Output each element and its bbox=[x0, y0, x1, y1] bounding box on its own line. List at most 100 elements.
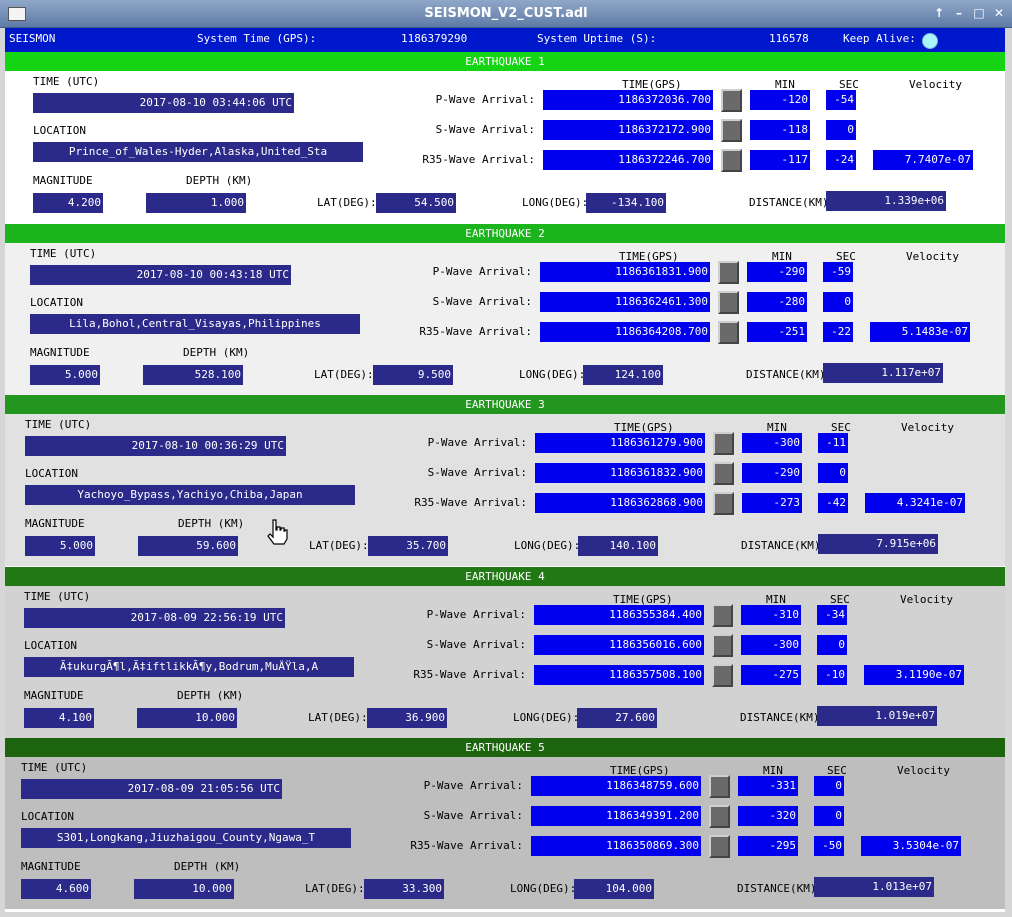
s-wave-min-value: -320 bbox=[738, 806, 798, 826]
p-wave-gps-value: 1186348759.600 bbox=[531, 776, 701, 796]
velocity-header: Velocity bbox=[900, 593, 953, 606]
magnitude-label: MAGNITUDE bbox=[24, 689, 84, 702]
time-utc-label: TIME (UTC) bbox=[21, 761, 88, 774]
p-wave-sec-value: -54 bbox=[826, 90, 856, 110]
velocity-header: Velocity bbox=[906, 250, 959, 263]
earthquake-section: EARTHQUAKE 4 TIME (UTC) 2017-08-09 22:56:1… bbox=[5, 567, 1005, 738]
lat-label: LAT(DEG): bbox=[308, 711, 368, 724]
sec-header: SEC bbox=[827, 764, 847, 777]
r35-wave-label: R35-Wave Arrival: bbox=[410, 839, 523, 852]
r35-wave-sec-value: -22 bbox=[823, 322, 853, 342]
long-label: LONG(DEG): bbox=[513, 711, 580, 724]
earthquake-body: TIME (UTC) 2017-08-09 22:56:19 UTC LOCATIO… bbox=[5, 586, 1005, 738]
s-wave-min-value: -300 bbox=[741, 635, 801, 655]
p-wave-min-value: -120 bbox=[750, 90, 810, 110]
s-wave-details-button[interactable] bbox=[709, 805, 730, 828]
r35-wave-details-button[interactable] bbox=[718, 321, 739, 344]
location-label: LOCATION bbox=[21, 810, 74, 823]
time-utc-value: 2017-08-10 00:36:29 UTC bbox=[25, 436, 286, 456]
magnitude-value: 5.000 bbox=[25, 536, 95, 556]
r35-wave-sec-value: -10 bbox=[817, 665, 847, 685]
r35-wave-min-value: -273 bbox=[742, 493, 802, 513]
p-wave-details-button[interactable] bbox=[713, 432, 734, 455]
s-wave-details-button[interactable] bbox=[713, 462, 734, 485]
long-value: 27.600 bbox=[577, 708, 657, 728]
location-label: LOCATION bbox=[33, 124, 86, 137]
s-wave-min-value: -290 bbox=[742, 463, 802, 483]
seismon-panel: SEISMON System Time (GPS): 1186379290 Sy… bbox=[5, 28, 1005, 912]
magnitude-label: MAGNITUDE bbox=[33, 174, 93, 187]
s-wave-min-value: -280 bbox=[747, 292, 807, 312]
s-wave-details-button[interactable] bbox=[721, 119, 742, 142]
close-icon[interactable]: ✕ bbox=[993, 6, 1005, 20]
sec-header: SEC bbox=[839, 78, 859, 91]
s-wave-gps-value: 1186362461.300 bbox=[540, 292, 710, 312]
maximize-icon[interactable]: □ bbox=[973, 6, 985, 20]
p-wave-sec-value: -11 bbox=[818, 433, 848, 453]
long-label: LONG(DEG): bbox=[514, 539, 581, 552]
s-wave-gps-value: 1186372172.900 bbox=[543, 120, 713, 140]
lat-value: 35.700 bbox=[368, 536, 448, 556]
time-utc-value: 2017-08-10 03:44:06 UTC bbox=[33, 93, 294, 113]
s-wave-sec-value: 0 bbox=[826, 120, 856, 140]
location-label: LOCATION bbox=[25, 467, 78, 480]
r35-wave-label: R35-Wave Arrival: bbox=[422, 153, 535, 166]
r35-wave-details-button[interactable] bbox=[713, 492, 734, 515]
p-wave-label: P-Wave Arrival: bbox=[426, 608, 526, 621]
window-menu-icon[interactable] bbox=[8, 7, 26, 21]
long-value: 104.000 bbox=[574, 879, 654, 899]
location-label: LOCATION bbox=[30, 296, 83, 309]
r35-wave-details-button[interactable] bbox=[709, 835, 730, 858]
time-utc-label: TIME (UTC) bbox=[33, 75, 100, 88]
status-bar: SEISMON System Time (GPS): 1186379290 Sy… bbox=[5, 28, 1005, 52]
magnitude-label: MAGNITUDE bbox=[30, 346, 90, 359]
p-wave-min-value: -290 bbox=[747, 262, 807, 282]
sec-header: SEC bbox=[831, 421, 851, 434]
time-gps-header: TIME(GPS) bbox=[622, 78, 682, 91]
p-wave-details-button[interactable] bbox=[718, 261, 739, 284]
p-wave-details-button[interactable] bbox=[709, 775, 730, 798]
p-wave-sec-value: 0 bbox=[814, 776, 844, 796]
r35-wave-details-button[interactable] bbox=[721, 149, 742, 172]
s-wave-details-button[interactable] bbox=[718, 291, 739, 314]
s-wave-sec-value: 0 bbox=[814, 806, 844, 826]
lat-label: LAT(DEG): bbox=[317, 196, 377, 209]
s-wave-min-value: -118 bbox=[750, 120, 810, 140]
p-wave-gps-value: 1186355384.400 bbox=[534, 605, 704, 625]
velocity-value: 4.3241e-07 bbox=[865, 493, 965, 513]
s-wave-details-button[interactable] bbox=[712, 634, 733, 657]
lat-label: LAT(DEG): bbox=[305, 882, 365, 895]
earthquake-section: EARTHQUAKE 5 TIME (UTC) 2017-08-09 21:05:5… bbox=[5, 738, 1005, 909]
p-wave-gps-value: 1186361831.900 bbox=[540, 262, 710, 282]
r35-wave-details-button[interactable] bbox=[712, 664, 733, 687]
distance-value: 1.019e+07 bbox=[817, 706, 937, 726]
velocity-value: 7.7407e-07 bbox=[873, 150, 973, 170]
location-label: LOCATION bbox=[24, 639, 77, 652]
lat-label: LAT(DEG): bbox=[314, 368, 374, 381]
s-wave-gps-value: 1186349391.200 bbox=[531, 806, 701, 826]
r35-wave-gps-value: 1186372246.700 bbox=[543, 150, 713, 170]
earthquake-body: TIME (UTC) 2017-08-10 00:43:18 UTC LOCATIO… bbox=[5, 243, 1005, 395]
app-name: SEISMON bbox=[9, 32, 56, 45]
s-wave-label: S-Wave Arrival: bbox=[423, 809, 523, 822]
r35-wave-gps-value: 1186362868.900 bbox=[535, 493, 705, 513]
s-wave-label: S-Wave Arrival: bbox=[435, 123, 535, 136]
depth-value: 10.000 bbox=[137, 708, 237, 728]
distance-label: DISTANCE(KM): bbox=[741, 539, 828, 552]
long-value: -134.100 bbox=[586, 193, 666, 213]
distance-value: 7.915e+06 bbox=[818, 534, 938, 554]
location-value: Ã‡ukurgÃ¶l,Ã‡iftlikkÃ¶y,Bodrum,MuÄŸla,A bbox=[24, 657, 354, 677]
depth-label: DEPTH (KM) bbox=[183, 346, 250, 359]
keep-alive-label: Keep Alive: bbox=[843, 32, 916, 45]
keep-above-icon[interactable]: ↑ bbox=[933, 6, 945, 20]
distance-value: 1.117e+07 bbox=[823, 363, 943, 383]
time-utc-label: TIME (UTC) bbox=[24, 590, 91, 603]
p-wave-gps-value: 1186372036.700 bbox=[543, 90, 713, 110]
time-utc-value: 2017-08-09 22:56:19 UTC bbox=[24, 608, 285, 628]
velocity-header: Velocity bbox=[901, 421, 954, 434]
s-wave-label: S-Wave Arrival: bbox=[432, 295, 532, 308]
p-wave-details-button[interactable] bbox=[712, 604, 733, 627]
p-wave-details-button[interactable] bbox=[721, 89, 742, 112]
minimize-icon[interactable]: – bbox=[956, 6, 962, 20]
time-gps-header: TIME(GPS) bbox=[613, 593, 673, 606]
